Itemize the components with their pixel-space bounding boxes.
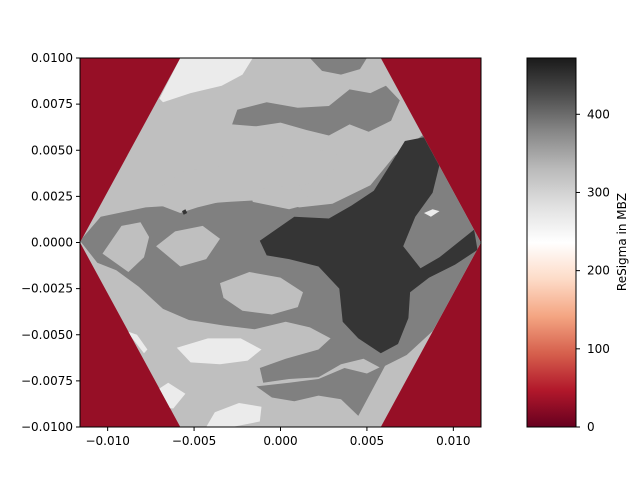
colorbar-frame bbox=[526, 57, 577, 428]
region-dark-0 bbox=[259, 137, 478, 354]
region-white-1 bbox=[176, 338, 262, 365]
region-light-3 bbox=[220, 272, 303, 315]
y-tick-label: 0.0075 bbox=[31, 97, 73, 111]
region-white-5 bbox=[424, 209, 440, 217]
plot-area bbox=[79, 57, 482, 428]
colorbar-tick-label: 0 bbox=[587, 420, 595, 434]
colorbar-tick-label: 300 bbox=[587, 185, 610, 199]
y-tick-label: 0.0100 bbox=[31, 51, 73, 65]
colorbar-tick-label: 400 bbox=[587, 107, 610, 121]
colorbar-label: ReSigma in MBZ bbox=[615, 193, 629, 291]
region-white-2 bbox=[206, 403, 262, 427]
x-tick-label: 0.005 bbox=[350, 434, 384, 448]
region-light-2 bbox=[156, 225, 220, 267]
x-tick-label: −0.005 bbox=[172, 434, 216, 448]
y-tick-label: 0.0050 bbox=[31, 143, 73, 157]
region-dark-1 bbox=[182, 209, 188, 215]
colorbar: 0 100 200 300 400 ReSigma in MBZ bbox=[526, 57, 629, 434]
region-mid-3 bbox=[256, 364, 386, 416]
contour-regions bbox=[80, 58, 481, 427]
colorbar-ticks: 0 100 200 300 400 bbox=[576, 107, 610, 434]
region-mid-2 bbox=[309, 58, 367, 75]
y-tick-label: −0.0100 bbox=[21, 420, 73, 434]
region-white-4 bbox=[126, 331, 148, 354]
y-tick-label: −0.0025 bbox=[21, 282, 73, 296]
colorbar-tick-label: 200 bbox=[587, 264, 610, 278]
region-light-1 bbox=[102, 222, 150, 272]
y-axis: 0.0100 0.0075 0.0050 0.0025 0.0000 −0.0025 −0.… bbox=[21, 51, 80, 434]
y-tick-label: −0.0050 bbox=[21, 328, 73, 342]
x-axis: −0.010 −0.005 0.000 0.005 0.010 bbox=[85, 427, 471, 448]
y-tick-label: 0.0025 bbox=[31, 189, 73, 203]
region-mid-1 bbox=[232, 85, 400, 136]
y-tick-label: 0.0000 bbox=[31, 236, 73, 250]
y-tick-label: −0.0075 bbox=[21, 374, 73, 388]
region-light-0 bbox=[156, 148, 341, 213]
region-light-4 bbox=[249, 185, 310, 210]
x-tick-label: 0.000 bbox=[263, 434, 297, 448]
region-white-0 bbox=[159, 58, 253, 103]
x-tick-label: 0.010 bbox=[436, 434, 470, 448]
colorbar-gradient bbox=[527, 58, 576, 427]
x-tick-label: −0.010 bbox=[85, 434, 129, 448]
colorbar-tick-label: 100 bbox=[587, 342, 610, 356]
